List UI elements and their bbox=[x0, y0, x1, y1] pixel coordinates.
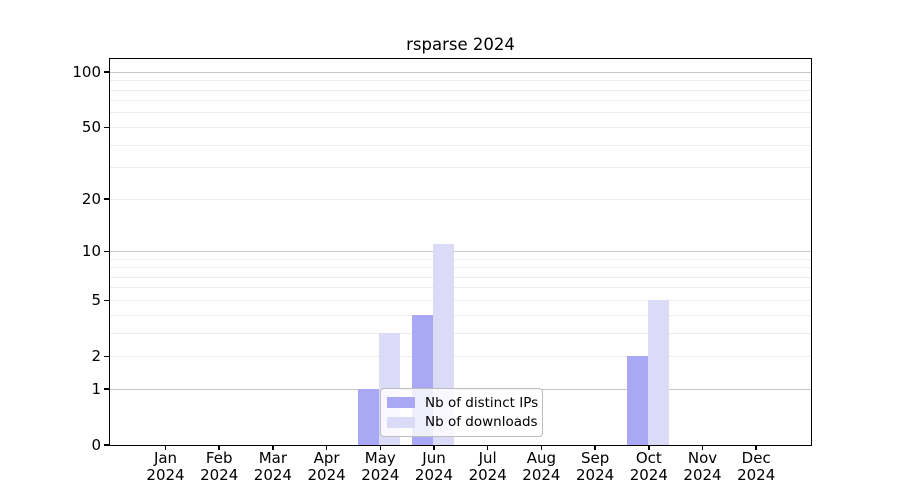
x-tick-mark bbox=[379, 445, 382, 450]
legend-item-distinct-ips: Nb of distinct IPs bbox=[387, 395, 538, 411]
x-tick-month: Nov bbox=[687, 449, 718, 467]
y-tick-label: 0 bbox=[91, 436, 101, 454]
x-tick-year: 2024 bbox=[146, 465, 185, 484]
x-tick-year: 2024 bbox=[200, 465, 239, 484]
x-tick-month: Dec bbox=[741, 449, 771, 467]
y-gridline-major bbox=[110, 250, 811, 252]
x-tick-mark bbox=[325, 445, 328, 450]
legend-item-downloads: Nb of downloads bbox=[387, 414, 538, 430]
bar-distinct-ips-oct bbox=[626, 356, 648, 445]
y-gridline-minor bbox=[110, 80, 811, 82]
x-tick-mark bbox=[648, 445, 650, 450]
x-tick-mark bbox=[594, 445, 596, 450]
y-tick-mark bbox=[103, 71, 110, 73]
x-tick-label: Feb 2024 bbox=[187, 450, 251, 483]
bar-distinct-ips-may bbox=[358, 389, 380, 445]
x-tick-label: Sep 2024 bbox=[563, 450, 627, 483]
y-tick-label: 20 bbox=[81, 190, 101, 209]
y-tick-mark bbox=[103, 299, 110, 302]
x-tick-label: Nov 2024 bbox=[671, 450, 735, 483]
x-tick-mark bbox=[218, 445, 220, 450]
legend: Nb of distinct IPs Nb of downloads bbox=[380, 388, 543, 437]
y-gridline-minor bbox=[110, 267, 811, 269]
y-gridline-minor bbox=[110, 299, 811, 301]
y-tick-label: 50 bbox=[81, 118, 101, 137]
y-gridline-minor bbox=[110, 112, 811, 114]
y-tick-label: 10 bbox=[81, 242, 101, 261]
x-tick-month: Mar bbox=[258, 449, 288, 467]
x-tick-mark bbox=[755, 445, 757, 450]
x-tick-mark bbox=[433, 445, 435, 450]
y-gridline-minor bbox=[110, 287, 811, 289]
y-tick-mark bbox=[103, 388, 110, 390]
x-tick-month: May bbox=[364, 449, 396, 467]
x-tick-year: 2024 bbox=[361, 465, 400, 484]
x-tick-month: Jul bbox=[478, 449, 497, 467]
y-gridline-minor bbox=[110, 100, 811, 102]
x-tick-year: 2024 bbox=[307, 465, 346, 484]
y-gridline-minor bbox=[110, 355, 811, 357]
y-tick-label: 5 bbox=[91, 291, 101, 310]
x-tick-mark bbox=[701, 445, 704, 450]
x-tick-label: Apr 2024 bbox=[295, 450, 359, 483]
y-gridline-minor bbox=[110, 144, 811, 146]
y-gridline-minor bbox=[110, 314, 811, 316]
x-tick-month: Apr bbox=[313, 449, 340, 467]
y-gridline-minor bbox=[110, 126, 811, 128]
x-tick-month: Feb bbox=[205, 449, 233, 467]
x-tick-mark bbox=[540, 445, 543, 450]
y-tick-label: 2 bbox=[91, 347, 101, 366]
y-tick-label: 100 bbox=[72, 63, 101, 82]
x-tick-year: 2024 bbox=[468, 465, 507, 484]
chart-title: rsparse 2024 bbox=[406, 35, 515, 54]
bar-downloads-oct bbox=[647, 300, 669, 445]
x-tick-month: Sep bbox=[580, 449, 610, 467]
y-gridline-minor bbox=[110, 167, 811, 169]
y-gridline-minor bbox=[110, 258, 811, 260]
legend-swatch-downloads bbox=[387, 416, 415, 428]
x-tick-label: Jul 2024 bbox=[456, 450, 520, 483]
y-tick-mark bbox=[103, 355, 110, 358]
y-gridline-minor bbox=[110, 89, 811, 91]
legend-swatch-distinct-ips bbox=[387, 397, 415, 409]
x-tick-label: Dec 2024 bbox=[724, 450, 788, 483]
x-tick-year: 2024 bbox=[522, 465, 561, 484]
legend-label-distinct-ips: Nb of distinct IPs bbox=[425, 394, 539, 411]
y-gridline-minor bbox=[110, 198, 811, 200]
x-tick-label: Aug 2024 bbox=[509, 450, 573, 483]
x-tick-mark bbox=[486, 445, 489, 450]
x-tick-month: Oct bbox=[635, 449, 662, 467]
x-tick-label: Oct 2024 bbox=[617, 450, 681, 483]
x-tick-month: Jun bbox=[422, 449, 446, 467]
y-gridline-major bbox=[110, 71, 811, 73]
x-tick-label: May 2024 bbox=[348, 450, 412, 483]
x-tick-label: Jan 2024 bbox=[134, 450, 198, 483]
x-tick-year: 2024 bbox=[414, 465, 454, 484]
y-gridline-minor bbox=[110, 276, 811, 278]
x-tick-year: 2024 bbox=[576, 465, 615, 484]
x-tick-label: Jun 2024 bbox=[402, 450, 466, 483]
y-tick-mark bbox=[103, 126, 110, 129]
legend-label-downloads: Nb of downloads bbox=[425, 414, 538, 431]
x-tick-year: 2024 bbox=[253, 465, 292, 484]
x-tick-mark bbox=[272, 445, 274, 450]
y-tick-mark bbox=[103, 250, 110, 253]
x-tick-year: 2024 bbox=[737, 465, 776, 484]
x-tick-year: 2024 bbox=[629, 465, 668, 484]
x-tick-month: Jan bbox=[153, 449, 178, 467]
x-tick-year: 2024 bbox=[683, 465, 722, 484]
y-tick-mark bbox=[103, 198, 110, 200]
x-tick-label: Mar 2024 bbox=[241, 450, 305, 483]
y-tick-label: 1 bbox=[91, 380, 101, 399]
y-tick-mark bbox=[103, 444, 110, 446]
x-tick-month: Aug bbox=[526, 449, 557, 467]
x-tick-mark bbox=[164, 445, 167, 450]
plot-area: Nb of distinct IPs Nb of downloads bbox=[110, 59, 811, 445]
y-gridline-minor bbox=[110, 332, 811, 334]
